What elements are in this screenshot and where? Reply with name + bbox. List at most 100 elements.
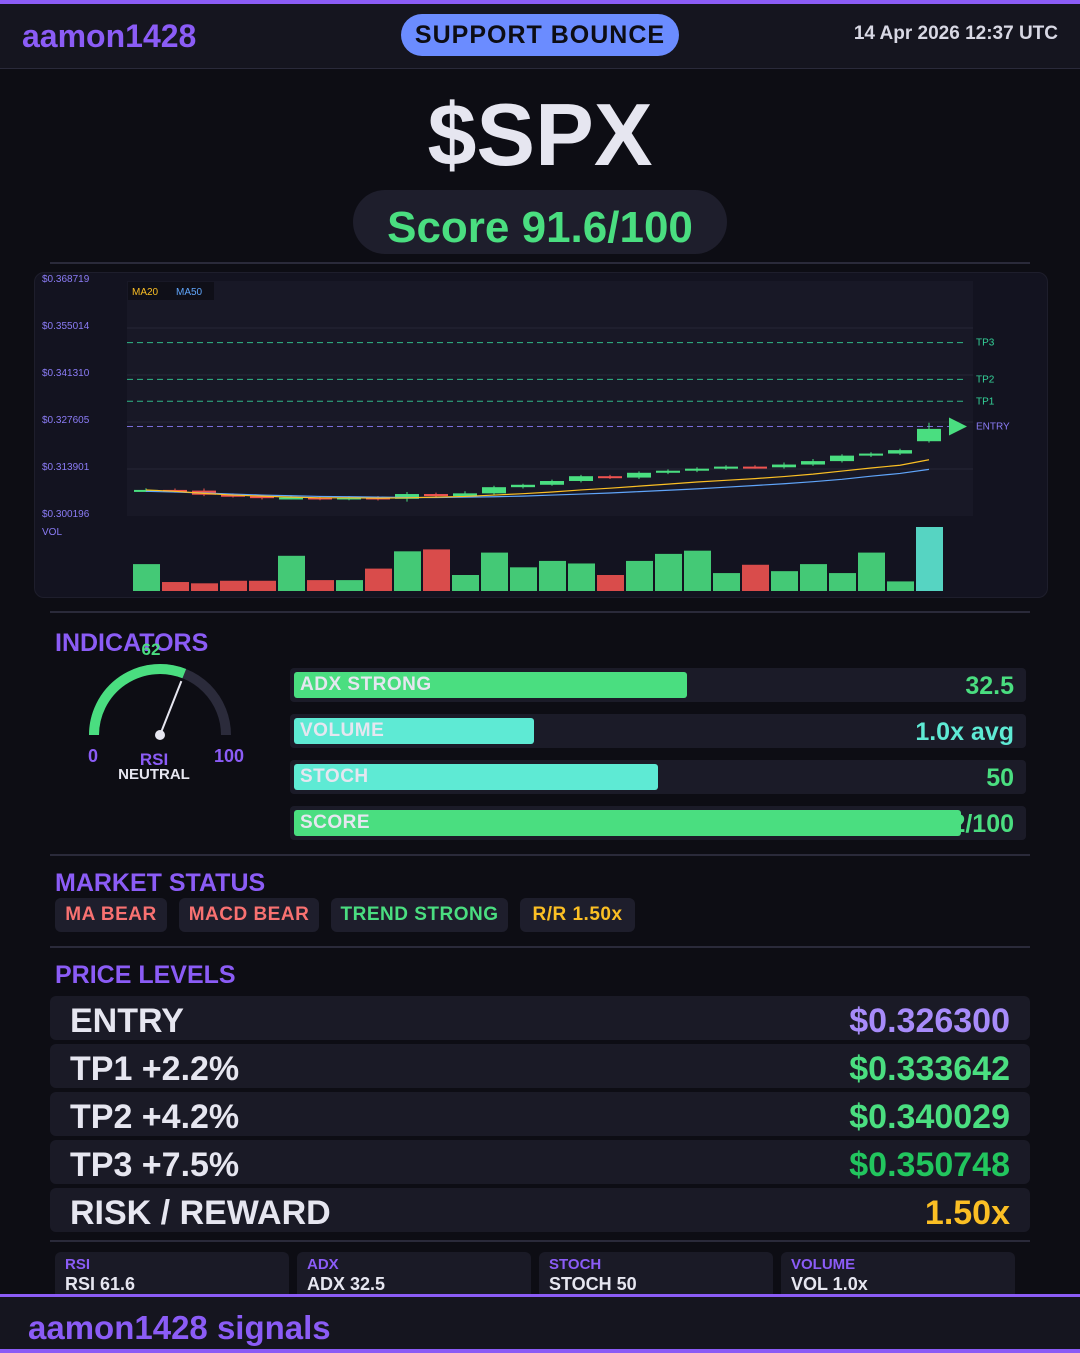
stat-label: VOLUME — [791, 1256, 856, 1273]
volume-bar — [684, 550, 711, 591]
level-name: TP1 +2.2% — [70, 1050, 240, 1088]
volume-bar — [278, 555, 305, 591]
price-axis-label: $0.341310 — [42, 368, 90, 379]
volume-bar — [887, 581, 914, 591]
stat-box-volume: VOLUME VOL 1.0x — [781, 1252, 1015, 1296]
indicator-bar-adx: ADX STRONG 32.5 — [290, 668, 1026, 702]
volume-bar — [249, 580, 276, 591]
indicator-bar-label: STOCH — [300, 766, 369, 787]
volume-bar — [568, 563, 595, 591]
level-label: TP1 — [976, 396, 995, 407]
rsi-gauge-track — [89, 664, 231, 736]
rsi-value: 62 — [141, 640, 161, 659]
price-axis-label: $0.368719 — [42, 274, 90, 285]
level-label: TP2 — [976, 374, 995, 385]
candle-body — [250, 496, 274, 499]
volume-bar — [394, 551, 421, 591]
level-value: $0.333642 — [849, 1050, 1010, 1088]
candle-body — [279, 497, 303, 500]
rsi-state: NEUTRAL — [118, 766, 190, 783]
indicator-bar-value: 50 — [986, 764, 1014, 792]
legend-ma50: MA50 — [176, 287, 203, 298]
volume-bar — [510, 567, 537, 591]
volume-bar — [916, 527, 943, 591]
chart-plot-area — [127, 281, 973, 516]
candle-body — [830, 455, 854, 462]
level-value: $0.350748 — [849, 1146, 1010, 1184]
status-tag: R/R 1.50x — [520, 898, 635, 932]
volume-bar — [481, 552, 508, 591]
candle-body — [453, 493, 477, 497]
indicator-bar-fill — [294, 764, 658, 790]
volume-bar — [742, 564, 769, 591]
candle-body — [540, 481, 564, 485]
candle-body — [656, 470, 680, 473]
rsi-gauge-pivot — [155, 730, 165, 740]
stat-box-adx: ADX ADX 32.5 — [297, 1252, 531, 1296]
volume-bar — [133, 564, 160, 591]
volume-bar — [800, 564, 827, 591]
indicator-bar-label: SCORE — [300, 812, 371, 833]
candle-body — [917, 428, 941, 442]
timestamp: 14 Apr 2026 12:37 UTC — [853, 23, 1058, 44]
price-chart-svg: $0.368719 $0.355014 $0.341310 $0.327605 $0.3… — [42, 274, 1010, 591]
header: aamon1428 SUPPORT BOUNCE 14 Apr 2026 12:… — [0, 4, 1080, 69]
volume-bar — [423, 549, 450, 591]
indicator-bar-stoch: STOCH 50 — [290, 760, 1026, 794]
divider — [50, 946, 1030, 948]
indicator-bar-score: 2/100 SCORE — [290, 806, 1026, 840]
candle-body — [685, 468, 709, 471]
level-name: ENTRY — [70, 1002, 184, 1040]
market-status-title: MARKET STATUS — [55, 869, 266, 897]
stat-box-stoch: STOCH STOCH 50 — [539, 1252, 773, 1296]
status-tag: TREND STRONG — [331, 898, 508, 932]
volume-bar — [655, 553, 682, 591]
volume-bar — [162, 582, 189, 591]
divider — [50, 262, 1030, 264]
candle-body — [859, 453, 883, 456]
footer-brand: aamon1428 signals — [28, 1309, 331, 1346]
stat-value: ADX 32.5 — [307, 1274, 386, 1294]
rsi-gauge-fill — [89, 664, 187, 736]
rsi-gauge: 62 0 100 RSI NEUTRAL — [70, 640, 250, 790]
entry-arrow-icon — [949, 417, 967, 436]
level-row-tp3: TP3 +7.5% $0.350748 — [50, 1140, 1030, 1184]
indicator-bar-value: 2/100 — [951, 810, 1014, 838]
score-badge: Score 91.6/100 — [353, 190, 727, 254]
price-levels-title: PRICE LEVELS — [55, 961, 236, 989]
rsi-gauge-needle — [159, 680, 183, 736]
top-accent-line — [0, 0, 1080, 4]
level-row-risk-reward: RISK / REWARD 1.50x — [50, 1188, 1030, 1232]
volume-bar — [191, 583, 218, 591]
candle-body — [134, 489, 158, 492]
price-axis-label: $0.300196 — [42, 509, 90, 520]
volume-bar — [626, 560, 653, 591]
candle-body — [743, 466, 767, 469]
candle-body — [569, 476, 593, 482]
candle-body — [221, 494, 245, 497]
volume-bar — [220, 580, 247, 591]
brand-name: aamon1428 — [22, 18, 197, 54]
level-label: TP3 — [976, 338, 995, 349]
candle-body — [395, 494, 419, 499]
volume-bar — [336, 580, 363, 591]
legend-ma20: MA20 — [132, 287, 159, 298]
rsi-name: RSI — [139, 750, 169, 769]
level-value: 1.50x — [924, 1194, 1010, 1232]
price-axis-label: $0.355014 — [42, 321, 90, 332]
candle-body — [424, 494, 448, 497]
level-name: TP3 +7.5% — [70, 1146, 240, 1184]
footer: aamon1428 signals — [0, 1294, 1080, 1353]
volume-bar — [858, 552, 885, 591]
volume-bar — [365, 568, 392, 591]
signal-type-badge: SUPPORT BOUNCE — [401, 14, 679, 56]
stat-value: STOCH 50 — [549, 1274, 637, 1294]
candle-body — [511, 484, 535, 488]
price-axis-label: $0.313901 — [42, 462, 90, 473]
volume-bar — [829, 573, 856, 591]
status-tag: MACD BEAR — [179, 898, 319, 932]
indicators-title: INDICATORS — [55, 629, 209, 657]
volume-axis-label: VOL — [42, 527, 62, 538]
indicator-bar-label: ADX STRONG — [300, 674, 432, 695]
candle-body — [482, 487, 506, 494]
